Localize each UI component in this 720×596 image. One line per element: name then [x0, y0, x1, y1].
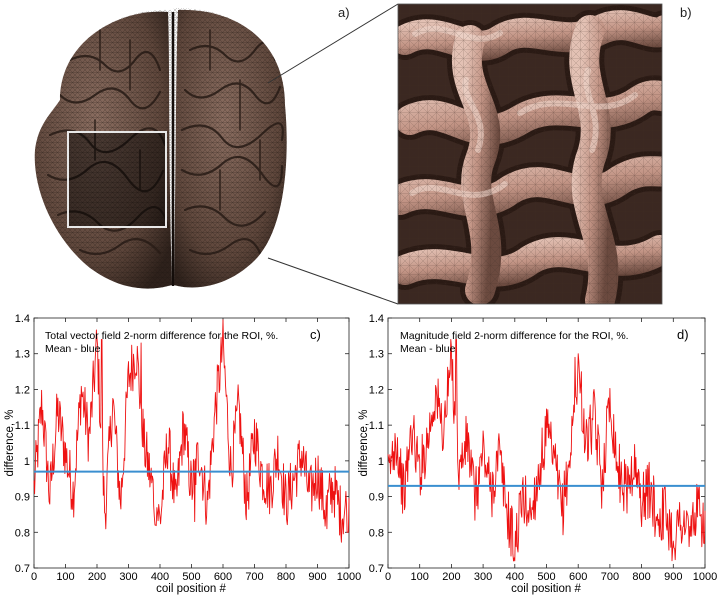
x-tick-label: 0 [385, 571, 391, 583]
x-tick-label: 400 [151, 571, 169, 583]
zoom-connector-bottom [267, 257, 399, 305]
chart-d-annotation-line2: Mean - blue [400, 343, 456, 355]
x-tick-label: 200 [88, 571, 106, 583]
panel-a-label: a) [338, 5, 350, 20]
chart-c-axes-box [33, 317, 350, 569]
chart-c-annotation-line2: Mean - blue [45, 343, 101, 355]
chart-d-x-tick-labels: 0 100 200 300 400 500 600 700 800 900 1000 [385, 571, 717, 583]
chart-d-y-label: difference, % [358, 410, 370, 477]
y-tick-label: 1.2 [369, 384, 384, 396]
x-tick-label: 100 [56, 571, 74, 583]
chart-c: 0 100 200 300 400 500 600 700 800 900 1000 0.70.80… [4, 313, 361, 595]
brain-mesh [34, 8, 287, 289]
chart-d-series-line [387, 338, 706, 562]
panel-c-label: c) [310, 327, 321, 342]
chart-c-annotation-line1: Total vector field 2-norm difference for… [45, 330, 278, 342]
x-tick-label: 1000 [337, 571, 361, 583]
x-tick-label: 700 [601, 571, 619, 583]
x-tick-label: 600 [214, 571, 232, 583]
y-tick-label: 0.7 [15, 563, 30, 575]
zoom-mesh [398, 4, 662, 304]
x-tick-label: 600 [569, 571, 587, 583]
y-tick-label: 1.3 [15, 349, 30, 361]
x-tick-label: 100 [411, 571, 429, 583]
y-tick-label: 0.9 [369, 492, 384, 504]
zoom-connector-top [267, 3, 399, 84]
chart-d: 0 100 200 300 400 500 600 700 800 900 1000 0.70.80… [358, 313, 717, 595]
chart-c-x-tick-labels: 0 100 200 300 400 500 600 700 800 900 1000 [31, 571, 361, 583]
y-tick-label: 1 [24, 456, 30, 468]
x-tick-label: 1000 [693, 571, 717, 583]
chart-c-x-label: coil position # [156, 583, 226, 595]
x-tick-label: 200 [442, 571, 460, 583]
y-tick-label: 1.4 [369, 313, 384, 325]
zoom-frame [397, 3, 663, 305]
x-tick-label: 400 [506, 571, 524, 583]
y-tick-label: 1.1 [15, 420, 30, 432]
chart-c-y-label: difference, % [4, 410, 16, 477]
x-tick-label: 500 [182, 571, 200, 583]
panel-d-label: d) [677, 327, 689, 342]
y-tick-label: 1.3 [369, 349, 384, 361]
x-tick-label: 0 [31, 571, 37, 583]
y-tick-label: 0.8 [369, 527, 384, 539]
y-tick-label: 1.2 [15, 384, 30, 396]
x-tick-label: 500 [537, 571, 555, 583]
x-tick-label: 300 [119, 571, 137, 583]
panel-b-label: b) [680, 5, 692, 20]
panel-b-zoom: b) [397, 3, 692, 305]
chart-d-annotation-line1: Magnitude field 2-norm difference for th… [400, 330, 629, 342]
chart-d-y-tick-labels: 0.7 0.8 0.9 1 1.1 1.2 1.3 1.4 [369, 313, 384, 575]
chart-d-axes-box [387, 317, 706, 569]
x-tick-label: 300 [474, 571, 492, 583]
chart-d-ticks [387, 317, 706, 569]
y-tick-label: 0.9 [15, 492, 30, 504]
y-tick-label: 0.7 [369, 563, 384, 575]
y-tick-label: 0.8 [15, 527, 30, 539]
chart-c-ticks [33, 317, 350, 569]
y-tick-label: 1.1 [369, 420, 384, 432]
x-tick-label: 800 [277, 571, 295, 583]
x-tick-label: 900 [308, 571, 326, 583]
x-tick-label: 800 [632, 571, 650, 583]
chart-d-x-label: coil position # [511, 583, 581, 595]
x-tick-label: 700 [245, 571, 263, 583]
chart-c-y-tick-labels: 0.7 0.8 0.9 1 1.1 1.2 1.3 1.4 [15, 313, 30, 575]
roi-box [67, 131, 167, 228]
x-tick-label: 900 [664, 571, 682, 583]
panel-a-brain: a) [34, 3, 399, 305]
y-tick-label: 1.4 [15, 313, 30, 325]
y-tick-label: 1 [378, 456, 384, 468]
